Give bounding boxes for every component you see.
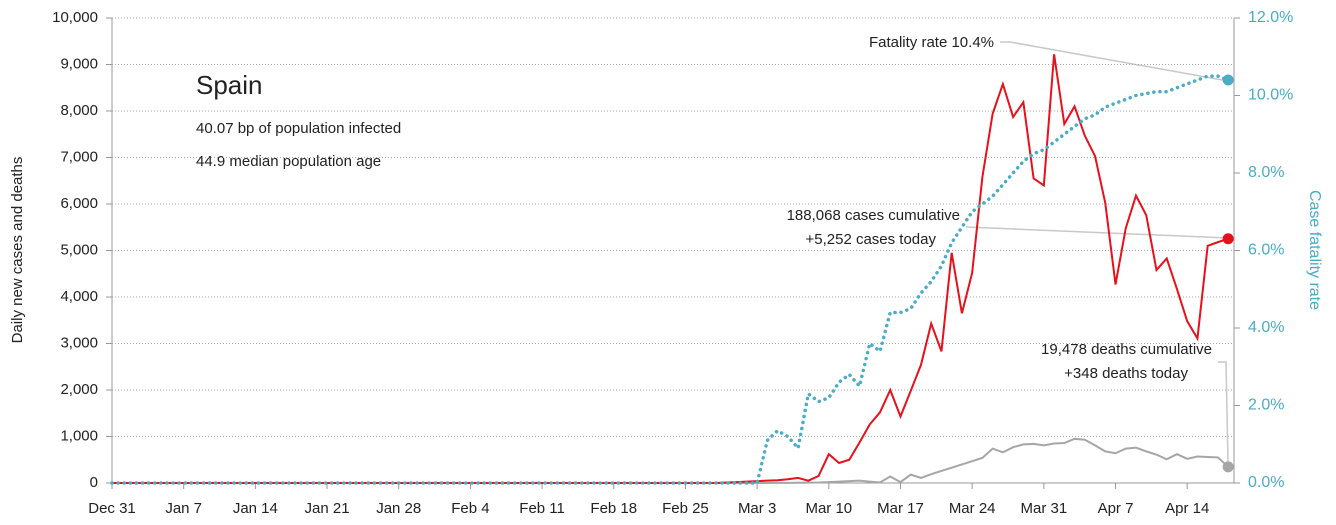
- deaths-today-note: +348 deaths today: [1064, 365, 1188, 382]
- y2-tick-label: 10.0%: [1248, 87, 1293, 104]
- y-tick-label: 3,000: [60, 334, 98, 351]
- y-tick-label: 2,000: [60, 381, 98, 398]
- x-tick-label: Jan 7: [165, 500, 202, 517]
- deaths-cum-note: 19,478 deaths cumulative: [1041, 341, 1212, 358]
- y-tick-label: 6,000: [60, 195, 98, 212]
- x-tick-label: Feb 4: [451, 500, 489, 517]
- x-tick-label: Mar 3: [738, 500, 776, 517]
- y2-tick-label: 0.0%: [1248, 474, 1284, 491]
- y2-tick-label: 6.0%: [1248, 242, 1284, 259]
- y2-tick-label: 12.0%: [1248, 9, 1293, 26]
- y2-tick-label: 2.0%: [1248, 397, 1284, 414]
- leader-line: [1000, 41, 1229, 82]
- x-tick-label: Mar 24: [949, 500, 996, 517]
- x-tick-label: Mar 17: [877, 500, 924, 517]
- end-dot: [1222, 233, 1234, 245]
- y2-axis-label: Case fatality rate: [1306, 190, 1323, 310]
- x-tick-label: Apr 14: [1165, 500, 1209, 517]
- series-line: [112, 437, 1229, 485]
- country-title: Spain: [196, 70, 263, 100]
- y2-tick-label: 4.0%: [1248, 319, 1284, 336]
- x-tick-label: Jan 28: [376, 500, 421, 517]
- x-tick-label: Jan 21: [305, 500, 350, 517]
- y-tick-label: 10,000: [52, 9, 98, 26]
- cases-cum-note: 188,068 cases cumulative: [787, 207, 960, 224]
- fatality-note: Fatality rate 10.4%: [869, 34, 994, 51]
- leader-line: [965, 226, 1229, 239]
- y-tick-label: 5,000: [60, 241, 98, 258]
- x-tick-label: Mar 10: [805, 500, 852, 517]
- y-tick-label: 1,000: [60, 427, 98, 444]
- age-note: 44.9 median population age: [196, 153, 381, 170]
- x-tick-label: Apr 7: [1098, 500, 1134, 517]
- end-dot: [1222, 461, 1234, 473]
- y-tick-label: 0: [90, 474, 98, 491]
- x-tick-label: Mar 31: [1020, 500, 1067, 517]
- infected-note: 40.07 bp of population infected: [196, 120, 401, 137]
- y-tick-label: 8,000: [60, 102, 98, 119]
- x-tick-label: Dec 31: [88, 500, 136, 517]
- leader-lines: [965, 41, 1229, 463]
- x-tick-label: Feb 11: [519, 500, 565, 517]
- leader-line: [1218, 361, 1229, 463]
- y-tick-label: 7,000: [60, 148, 98, 165]
- y-axis-label: Daily new cases and deaths: [9, 157, 26, 344]
- cases-today-note: +5,252 cases today: [805, 231, 936, 248]
- series-line: [112, 54, 1229, 484]
- end-dot: [1222, 74, 1234, 86]
- series-line: [110, 74, 1230, 485]
- x-tick-label: Jan 14: [233, 500, 278, 517]
- y-tick-label: 4,000: [60, 288, 98, 305]
- x-tick-label: Feb 25: [662, 500, 709, 517]
- y-tick-label: 9,000: [60, 55, 98, 72]
- x-tick-label: Feb 18: [590, 500, 637, 517]
- y2-tick-label: 8.0%: [1248, 164, 1284, 181]
